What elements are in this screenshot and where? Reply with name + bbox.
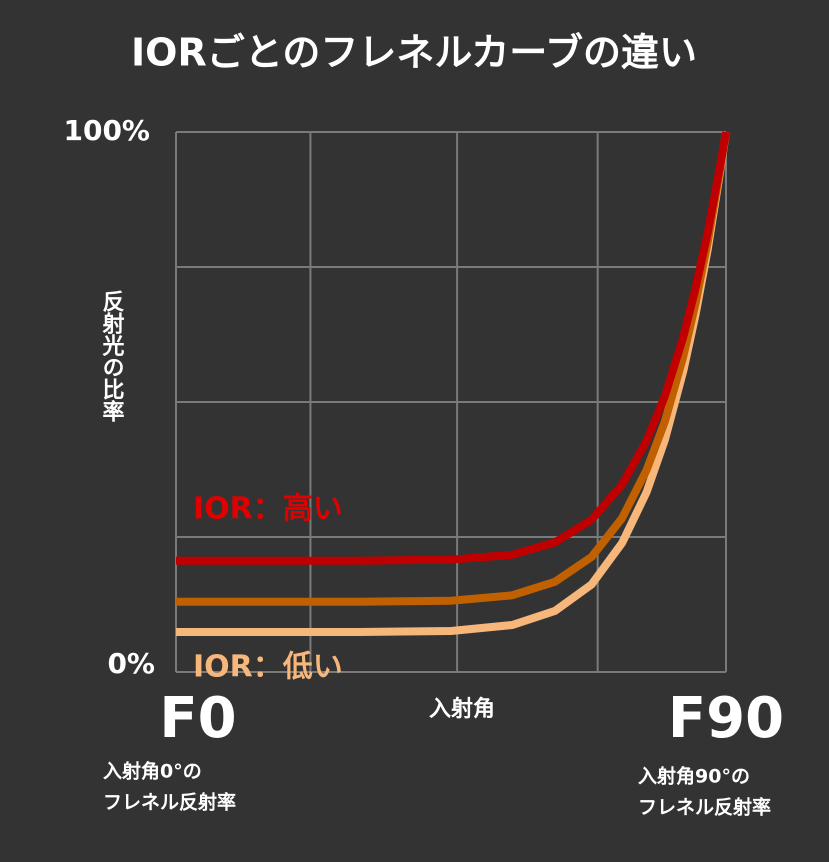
f0-note: フレネル反射率 [103,791,236,814]
x-axis-label: 入射角 [429,696,495,722]
f0-note: 入射角0°の [103,760,202,783]
annotation: IOR：高い [193,492,343,527]
f90-note: 入射角90°の [638,765,750,788]
y-tick-label: 0% [107,647,155,680]
y-tick-label: 100% [63,114,150,147]
y-axis-label: 反射光の比率 [99,290,126,422]
series-line [176,131,730,565]
x-tick-label: F90 [668,686,784,751]
annotation: IOR：低い [193,650,343,685]
f90-note: フレネル反射率 [638,796,771,819]
x-tick-label: F0 [159,686,236,751]
chart-title: IORごとのフレネルカーブの違い [131,31,697,75]
